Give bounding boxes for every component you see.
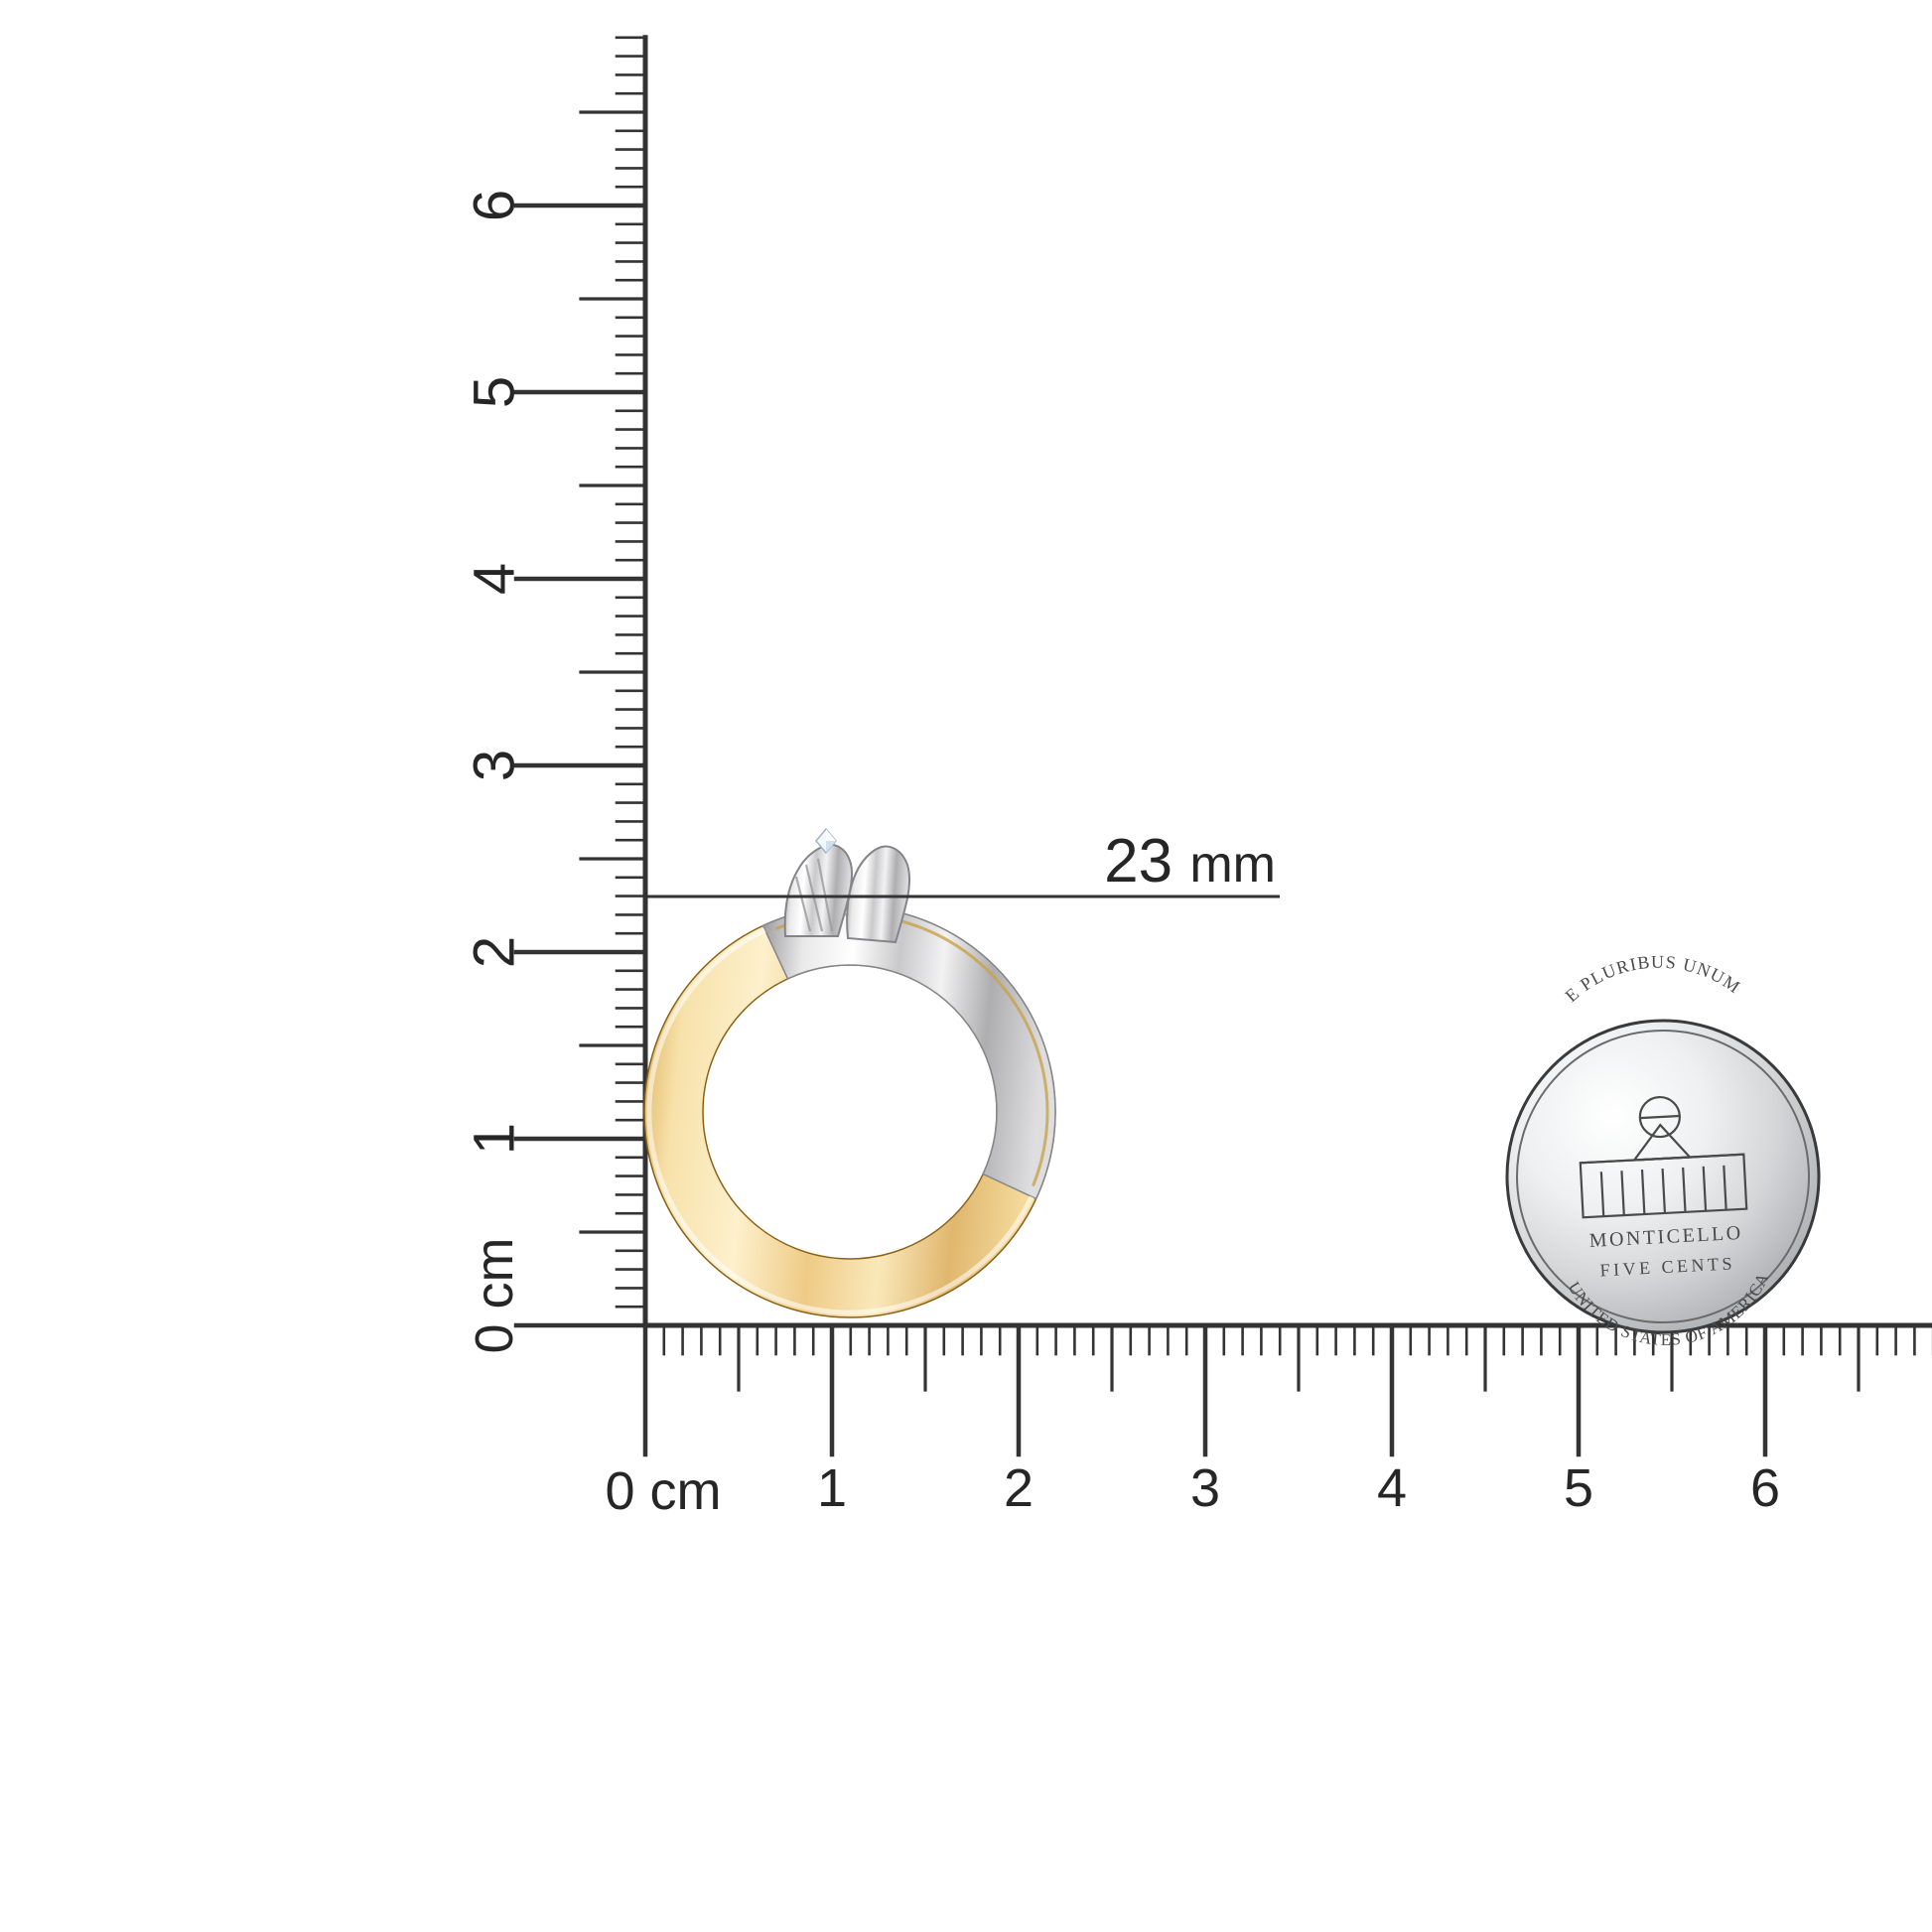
svg-text:6: 6 bbox=[1750, 1458, 1780, 1518]
svg-text:5: 5 bbox=[1564, 1458, 1593, 1518]
svg-text:6: 6 bbox=[463, 190, 527, 221]
svg-text:1: 1 bbox=[463, 1123, 527, 1155]
svg-text:2: 2 bbox=[463, 936, 527, 968]
svg-text:1: 1 bbox=[817, 1458, 847, 1518]
svg-text:4: 4 bbox=[463, 563, 527, 595]
svg-text:0 cm: 0 cm bbox=[605, 1461, 721, 1521]
svg-text:0 cm: 0 cm bbox=[465, 1237, 524, 1353]
svg-text:3: 3 bbox=[463, 750, 527, 781]
svg-text:23 mm: 23 mm bbox=[1104, 827, 1276, 896]
svg-text:3: 3 bbox=[1190, 1458, 1220, 1518]
svg-text:4: 4 bbox=[1377, 1458, 1407, 1518]
svg-text:2: 2 bbox=[1004, 1458, 1034, 1518]
svg-text:E PLURIBUS UNUM: E PLURIBUS UNUM bbox=[1560, 947, 1745, 1007]
svg-text:5: 5 bbox=[463, 376, 527, 408]
